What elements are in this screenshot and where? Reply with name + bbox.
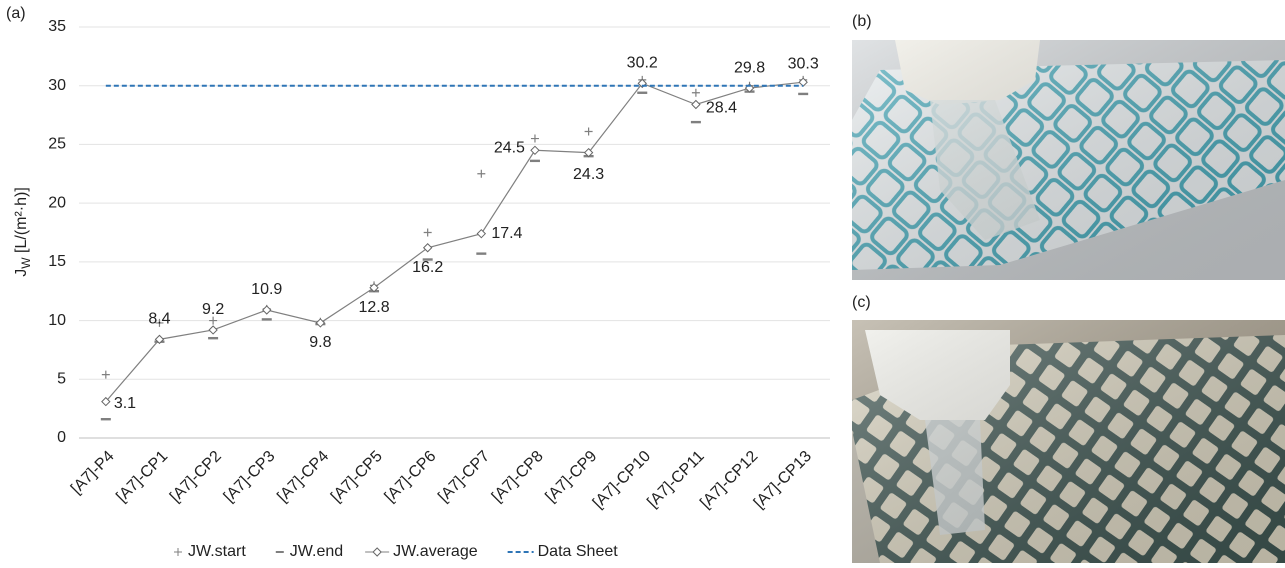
photo-shade: [852, 40, 1285, 280]
marker-diamond: [263, 306, 271, 314]
marker-plus: [531, 135, 539, 143]
x-tick-label: [A7]-CP13: [751, 448, 815, 512]
x-tick-label: [A7]-CP2: [167, 448, 225, 506]
data-label: 30.2: [627, 55, 658, 72]
y-tick-label: 35: [48, 18, 66, 35]
marker-dash: [691, 121, 701, 123]
legend-symbol: [373, 548, 381, 556]
data-label: 28.4: [706, 100, 737, 117]
series: [102, 76, 807, 379]
x-tick-label: [A7]-CP7: [435, 448, 493, 506]
marker-plus: [692, 89, 700, 97]
marker-dash: [101, 418, 111, 420]
y-tick-label: 15: [48, 253, 66, 270]
photo-b: (b): [852, 13, 1285, 280]
legend-label: JW.start: [188, 543, 246, 560]
x-tick-label: [A7]-CP3: [221, 448, 279, 506]
panel-label: (a): [6, 5, 26, 22]
marker-dash: [530, 160, 540, 162]
data-label: 12.8: [358, 299, 389, 316]
data-label: 10.9: [251, 281, 282, 298]
photo-shade: [852, 320, 1285, 563]
marker-dash: [262, 318, 272, 320]
data-label: 29.8: [734, 59, 765, 76]
x-tick-label: [A7]-CP6: [382, 448, 440, 506]
marker-plus: [477, 170, 485, 178]
data-label: 30.3: [788, 55, 819, 72]
y-axis-label-main: J: [13, 269, 30, 277]
marker-dash: [208, 337, 218, 339]
marker-diamond: [692, 101, 700, 109]
marker-plus: [102, 371, 110, 379]
y-axis-label-sub: W: [19, 257, 33, 269]
x-tick-label: [A7]-P4: [68, 448, 118, 498]
legend-label: JW.end: [290, 543, 343, 560]
series: 3.1 8.4 9.2 10.9 9.8 12.8 16.2 17.4 24.5 24.3 30.2…: [102, 55, 819, 412]
figure: (a) JW [L/(m²·h)] (b) (c) 0 5 10 15 20 25 30 35…: [0, 0, 1285, 563]
marker-plus: [585, 128, 593, 136]
x-tick-label: [A7]-CP1: [113, 448, 171, 506]
legend-symbol: [276, 551, 284, 553]
x-tick-label: [A7]-CP8: [489, 448, 547, 506]
series: [101, 90, 808, 420]
y-tick-label: 0: [57, 429, 66, 446]
data-label: 9.8: [309, 334, 331, 351]
marker-dash: [476, 252, 486, 254]
legend-label: JW.average: [393, 543, 478, 560]
marker-diamond: [477, 230, 485, 238]
photo-label: (c): [852, 294, 871, 311]
photo-label: (b): [852, 13, 872, 30]
marker-diamond: [531, 146, 539, 154]
data-label: 8.4: [148, 311, 170, 328]
data-label: 16.2: [412, 259, 443, 276]
y-tick-label: 25: [48, 136, 66, 153]
y-axis-label: JW [L/(m²·h)]: [13, 187, 33, 277]
y-axis-label-unit: [L/(m²·h)]: [13, 187, 30, 257]
y-tick-label: 5: [57, 371, 66, 388]
x-tick-label: [A7]-CP10: [590, 448, 654, 512]
marker-plus: [424, 229, 432, 237]
y-tick-label: 20: [48, 194, 66, 211]
legend-symbol: [174, 548, 182, 556]
x-tick-label: [A7]-CP5: [328, 448, 386, 506]
y-tick-label: 30: [48, 77, 66, 94]
data-label: 17.4: [491, 225, 522, 242]
y-tick-label: 10: [48, 312, 66, 329]
marker-dash: [637, 92, 647, 94]
marker-dash: [798, 93, 808, 95]
legend-label: Data Sheet: [538, 543, 619, 560]
photo-c: (c): [852, 294, 1285, 563]
data-label: 24.3: [573, 166, 604, 183]
data-label: 3.1: [114, 395, 136, 412]
data-label: 9.2: [202, 301, 224, 318]
series-line: [106, 82, 803, 401]
data-label: 24.5: [494, 140, 525, 157]
marker-diamond: [209, 326, 217, 334]
x-tick-label: [A7]-CP4: [274, 448, 332, 506]
legend: JW.start JW.end JW.average Data Sheet: [174, 543, 618, 560]
